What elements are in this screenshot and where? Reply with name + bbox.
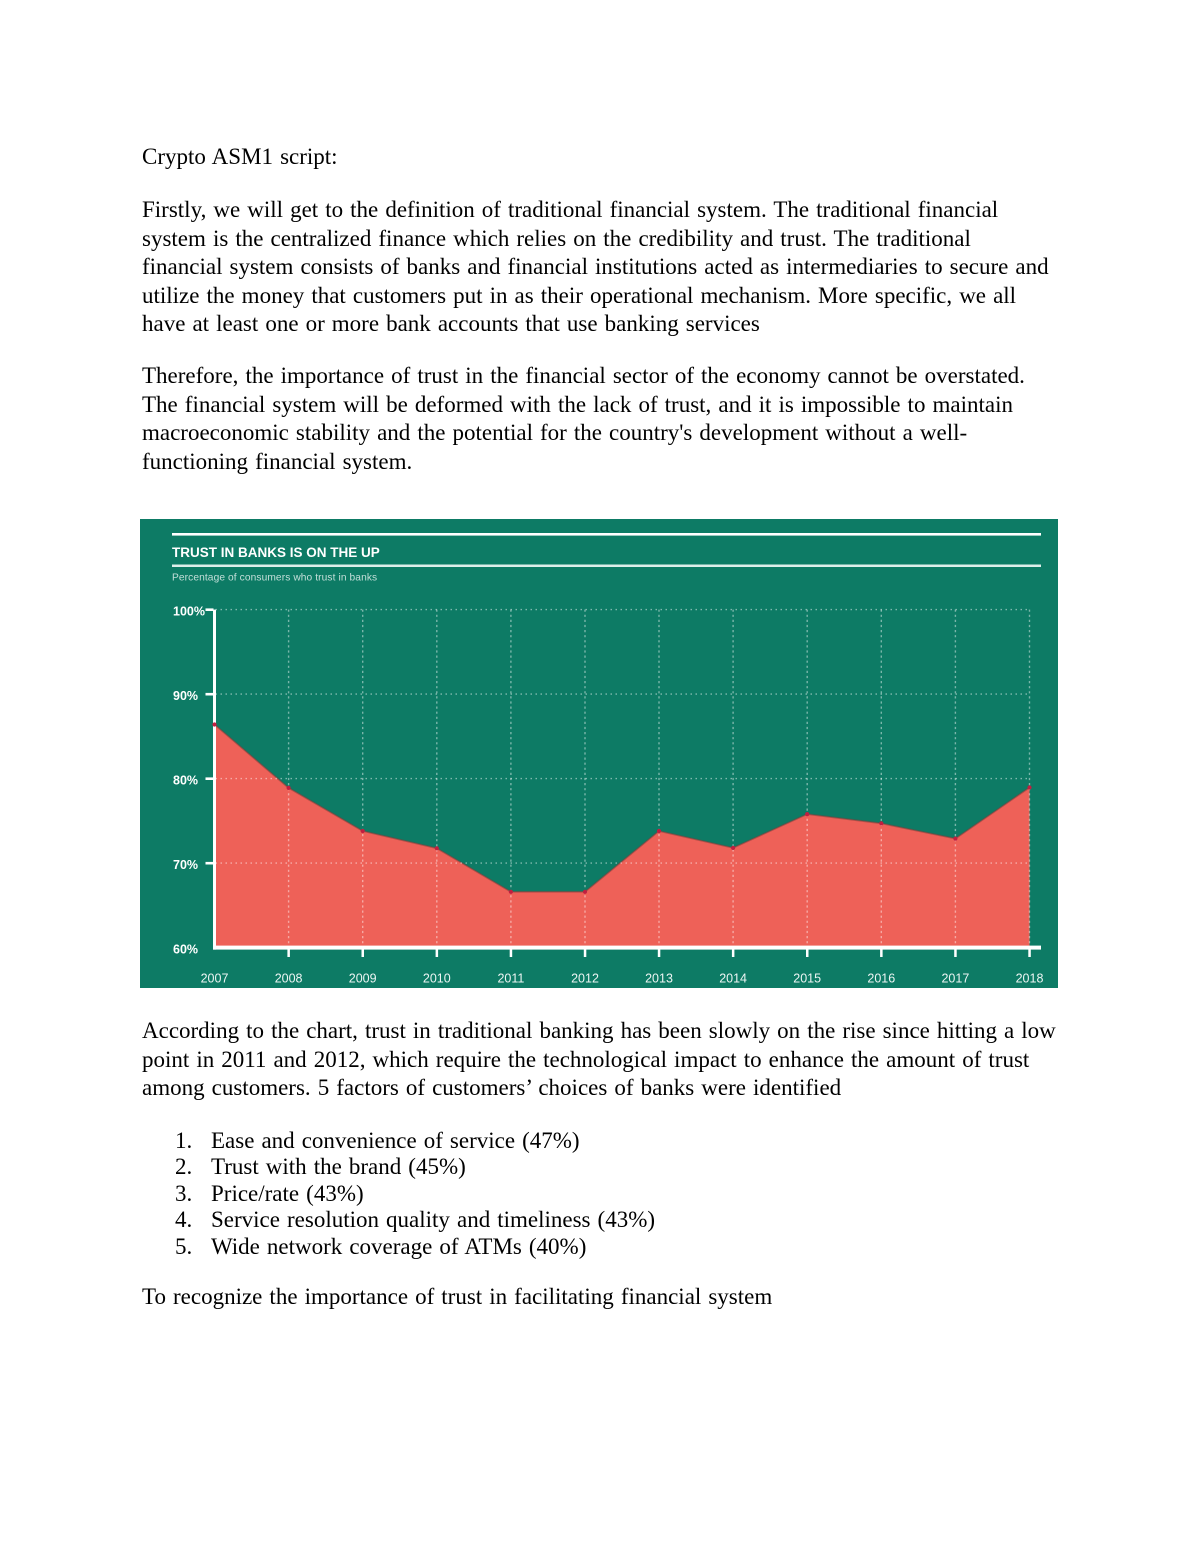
svg-text:2017: 2017 <box>941 972 969 986</box>
svg-text:2016: 2016 <box>867 972 895 986</box>
svg-text:2009: 2009 <box>349 972 377 986</box>
svg-text:2011: 2011 <box>497 972 524 986</box>
svg-text:2015: 2015 <box>793 972 821 986</box>
svg-text:80%: 80% <box>173 773 198 787</box>
svg-text:100%: 100% <box>173 604 205 618</box>
svg-text:TRUST IN BANKS IS ON THE UP: TRUST IN BANKS IS ON THE UP <box>172 545 380 560</box>
svg-text:2010: 2010 <box>423 972 451 986</box>
svg-text:2007: 2007 <box>201 972 229 986</box>
svg-text:2018: 2018 <box>1016 972 1044 986</box>
svg-text:2008: 2008 <box>275 972 303 986</box>
svg-text:90%: 90% <box>173 689 198 703</box>
svg-text:Percentage of consumers who tr: Percentage of consumers who trust in ban… <box>172 573 377 584</box>
svg-text:60%: 60% <box>173 942 198 956</box>
svg-text:2013: 2013 <box>645 972 673 986</box>
svg-text:70%: 70% <box>173 858 198 872</box>
svg-text:2012: 2012 <box>571 972 599 986</box>
svg-text:2014: 2014 <box>719 972 747 986</box>
